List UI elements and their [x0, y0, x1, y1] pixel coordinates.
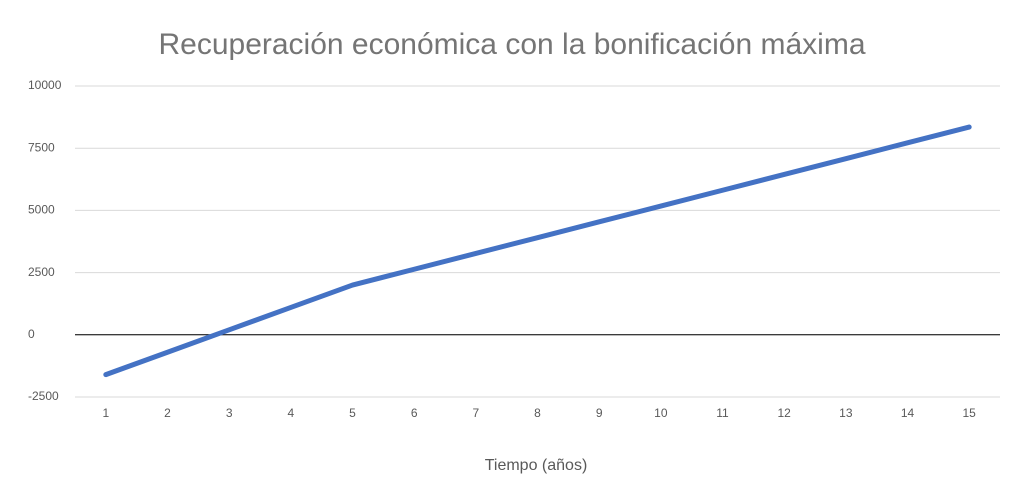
y-tick-label: -2500 — [28, 389, 59, 403]
chart-title: Recuperación económica con la bonificaci… — [158, 28, 865, 61]
x-tick-label: 8 — [534, 406, 541, 420]
y-tick-label: 10000 — [28, 78, 62, 92]
x-tick-label: 11 — [716, 406, 729, 420]
x-tick-label: 13 — [839, 406, 853, 420]
y-tick-label: 0 — [28, 327, 35, 341]
x-tick-label: 3 — [226, 406, 233, 420]
line-series — [103, 124, 972, 378]
x-axis-title: Tiempo (años) — [485, 457, 588, 474]
x-tick-label: 6 — [411, 406, 418, 420]
x-tick-label: 14 — [901, 406, 915, 420]
x-tick-label: 2 — [164, 406, 171, 420]
x-tick-label: 5 — [349, 406, 356, 420]
x-tick-label: 7 — [472, 406, 479, 420]
x-tick-label: 4 — [287, 406, 294, 420]
x-tick-label: 12 — [777, 406, 791, 420]
y-tick-label: 5000 — [28, 203, 55, 217]
y-tick-label: 2500 — [28, 265, 55, 279]
y-tick-label: 7500 — [28, 140, 55, 154]
x-tick-label: 15 — [962, 406, 976, 420]
x-tick-label: 10 — [654, 406, 668, 420]
x-tick-label: 9 — [596, 406, 603, 420]
x-tick-label: 1 — [102, 406, 109, 420]
